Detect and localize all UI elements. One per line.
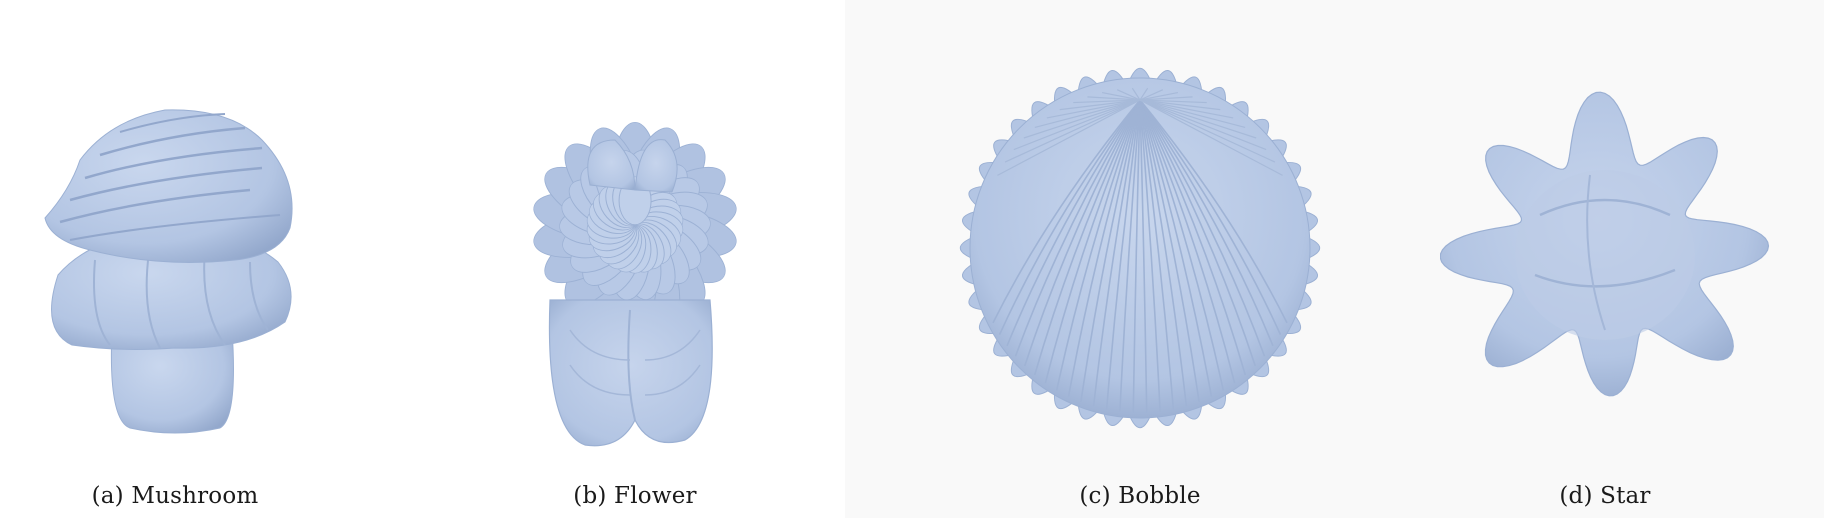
bobble-ridge (1023, 99, 1141, 139)
bobble-ridge (1139, 99, 1266, 357)
bobble-ridge (1004, 99, 1141, 163)
bobble-ridge (1139, 99, 1200, 403)
panel-star: (d) Star (1440, 0, 1770, 532)
bobble-ridge (1139, 87, 1149, 101)
bobble-ridge (1139, 99, 1236, 384)
bobble-ridge (1139, 99, 1257, 367)
bobble-ridge (1139, 99, 1175, 410)
bobble-ridge (1139, 99, 1282, 335)
bobble-ridge (1059, 99, 1141, 111)
bobble-ridge (1139, 99, 1148, 413)
bobble-ridge (1116, 89, 1141, 101)
bobble-ridge (1033, 99, 1141, 376)
bobble-ridge (1139, 99, 1188, 407)
bobble-ridge (1139, 96, 1193, 101)
bobble-ridge (1139, 99, 1161, 412)
bobble-ridge (1006, 99, 1141, 347)
bobble-ridge (1139, 99, 1267, 151)
bobble-ridge (1139, 99, 1207, 104)
bobble-ridge (1139, 99, 1221, 111)
bobble-ridges (992, 87, 1288, 413)
panel-bobble: (c) Bobble (930, 0, 1350, 532)
bobble-ridge (1087, 96, 1141, 101)
bobble-ridge (1139, 99, 1246, 128)
bobble-ridge (1023, 99, 1141, 367)
bobble-ridge (1131, 87, 1141, 101)
bobble-ridge (1080, 99, 1141, 403)
bobble-ridge (1102, 91, 1141, 101)
bobble-ridge (1013, 99, 1141, 151)
bobble-ridge (1092, 99, 1141, 407)
caption-flower: (b) Flower (573, 483, 697, 509)
mushroom-render (44, 109, 293, 434)
panel-flower: (b) Flower (420, 0, 850, 532)
bobble-ridge (1034, 99, 1141, 128)
bobble-ridge (1067, 99, 1141, 397)
bobble-ridge (1139, 99, 1234, 119)
bobble-ridge (1139, 99, 1213, 397)
bobble-ridge (1139, 99, 1276, 163)
bobble-ridge (998, 99, 1141, 335)
bobble-ridge (1132, 99, 1141, 413)
bobble-ridge (992, 99, 1141, 324)
bobble-ridge (1139, 99, 1283, 176)
bobble-ridge (1014, 99, 1141, 357)
bobble-ridge (1105, 99, 1141, 410)
bobble-ridge (997, 99, 1141, 176)
caption-mushroom: (a) Mushroom (91, 483, 259, 509)
bobble-ridge (1139, 91, 1178, 101)
flower-petals (533, 121, 737, 329)
bobble-ridge (1073, 99, 1141, 104)
bobble-ridge (1055, 99, 1141, 391)
bobble-ridge (1139, 99, 1257, 139)
bobble-ridge (1139, 99, 1288, 324)
caption-bobble: (c) Bobble (1079, 483, 1201, 509)
bobble-ridge (1046, 99, 1141, 119)
star-render (1440, 91, 1770, 397)
bobble-ridge (1139, 99, 1274, 347)
caption-star: (d) Star (1559, 483, 1651, 509)
bobble-ridge (1119, 99, 1141, 412)
bobble-ridge (1139, 99, 1225, 391)
bobble-render (960, 68, 1320, 428)
flower-render (533, 121, 737, 447)
bobble-ridge (1139, 89, 1164, 101)
panel-mushroom: (a) Mushroom (0, 0, 350, 532)
bobble-ridge (1139, 99, 1247, 376)
bobble-ridge (1044, 99, 1141, 384)
